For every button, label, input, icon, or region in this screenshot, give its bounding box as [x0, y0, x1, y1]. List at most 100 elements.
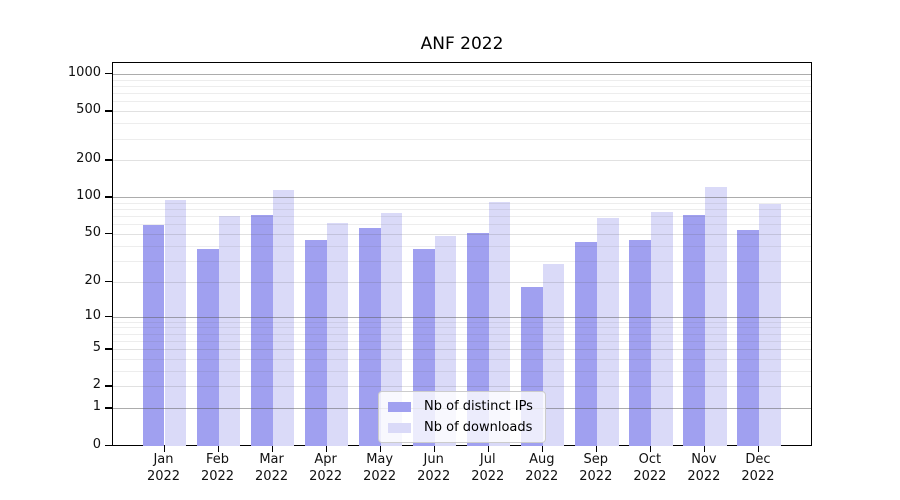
x-axis-label-year: 2022 [309, 468, 343, 484]
y-axis-tick [105, 110, 112, 112]
x-axis-label: Jan 2022 [132, 452, 196, 485]
gridline [113, 245, 811, 247]
y-axis-tick-label: 1 [92, 399, 101, 415]
x-axis-label-year: 2022 [525, 468, 559, 484]
gridline [113, 386, 811, 388]
y-axis-tick [105, 348, 112, 350]
x-axis-label-month: Nov [691, 452, 717, 467]
x-axis-label-month: Mar [259, 452, 284, 467]
x-axis-label-month: Jul [479, 452, 496, 467]
legend-label-downloads: Nb of downloads [424, 420, 533, 435]
gridline [113, 316, 811, 318]
y-axis-tick [105, 315, 112, 317]
y-axis-tick-label: 50 [84, 225, 101, 241]
x-axis-tick [325, 446, 327, 452]
bar-distinct-ips [196, 248, 219, 447]
y-axis-tick [105, 196, 112, 198]
bar-distinct-ips [737, 230, 759, 447]
y-axis-tick [105, 73, 112, 75]
x-axis-label-year: 2022 [255, 468, 289, 484]
bar-distinct-ips [683, 214, 705, 447]
x-axis-label-month: Aug [529, 452, 555, 467]
y-axis-tick [105, 233, 112, 235]
x-axis-label: May 2022 [348, 452, 412, 485]
bar-downloads [326, 222, 349, 447]
y-axis-tick [105, 407, 112, 409]
gridline [113, 111, 811, 113]
x-axis-label: Oct 2022 [618, 452, 682, 485]
x-axis-label-month: Apr [314, 452, 337, 467]
x-axis-label: Aug 2022 [510, 452, 574, 485]
bar-distinct-ips [142, 225, 165, 447]
gridline [113, 160, 811, 162]
y-axis-tick [105, 385, 112, 387]
x-axis-label-year: 2022 [417, 468, 451, 484]
bar-distinct-ips [250, 214, 273, 447]
bar-distinct-ips [358, 228, 381, 447]
gridline [113, 202, 811, 204]
x-axis-label: Jun 2022 [402, 452, 466, 485]
x-axis-tick [217, 446, 219, 452]
y-axis-tick [105, 444, 112, 446]
x-axis-tick [595, 446, 598, 452]
y-axis-tick [105, 159, 112, 161]
x-axis-label-year: 2022 [471, 468, 505, 484]
y-axis-tick-label: 20 [84, 272, 101, 288]
bar-downloads [380, 213, 403, 447]
gridline [113, 321, 811, 323]
x-axis-tick [271, 446, 273, 452]
x-axis-label: Nov 2022 [672, 452, 736, 485]
bar-downloads [272, 190, 295, 447]
x-axis-tick [757, 446, 760, 452]
x-axis-label-year: 2022 [633, 468, 667, 484]
x-axis-label: Apr 2022 [294, 452, 358, 485]
bar-downloads [650, 211, 673, 447]
gridline [113, 138, 811, 140]
y-axis-tick-label: 2 [92, 377, 101, 393]
x-axis-label-month: Dec [745, 452, 771, 467]
bar-downloads [758, 204, 781, 447]
x-axis-label-year: 2022 [579, 468, 613, 484]
x-axis-label-year: 2022 [200, 468, 235, 484]
x-axis-label-month: Sep [583, 452, 609, 467]
x-axis-label: Dec 2022 [726, 452, 790, 485]
x-axis-tick [649, 446, 652, 452]
gridline [113, 209, 811, 211]
legend-label-distinct-ips: Nb of distinct IPs [424, 399, 533, 414]
x-axis-label: Mar 2022 [240, 452, 304, 485]
y-axis-tick-label: 1000 [67, 65, 101, 81]
gridline [113, 340, 811, 342]
x-axis-label-month: May [366, 452, 394, 467]
gridline [113, 234, 811, 236]
x-axis-label-month: Jun [423, 452, 444, 467]
x-axis-tick [433, 446, 436, 452]
y-axis-tick [105, 280, 112, 283]
bar-downloads [542, 264, 565, 447]
bar-distinct-ips [629, 239, 651, 447]
y-axis-tick-label: 10 [84, 307, 101, 323]
y-axis-tick-label: 5 [92, 340, 101, 356]
x-axis-label: Jul 2022 [456, 452, 520, 485]
gridline [113, 358, 811, 360]
gridline [113, 101, 811, 103]
y-axis-tick-label: 0 [92, 436, 101, 452]
gridline [113, 333, 811, 335]
gridline [113, 327, 811, 329]
bar-downloads [596, 217, 619, 447]
chart-title: ANF 2022 [420, 34, 504, 54]
x-axis-label: Feb 2022 [186, 452, 250, 485]
x-axis-tick [163, 446, 165, 452]
legend: Nb of distinct IPs Nb of downloads [378, 391, 546, 443]
bar-downloads [488, 202, 511, 447]
legend-swatch-downloads [388, 422, 411, 433]
gridline [113, 79, 811, 81]
x-axis-label-year: 2022 [687, 468, 721, 484]
gridline [113, 86, 811, 88]
gridline [113, 370, 811, 372]
x-axis-label-year: 2022 [741, 468, 775, 484]
y-axis-tick-label: 500 [76, 102, 101, 118]
gridline [113, 260, 811, 262]
bar-downloads [218, 216, 241, 447]
bar-distinct-ips [304, 239, 327, 447]
